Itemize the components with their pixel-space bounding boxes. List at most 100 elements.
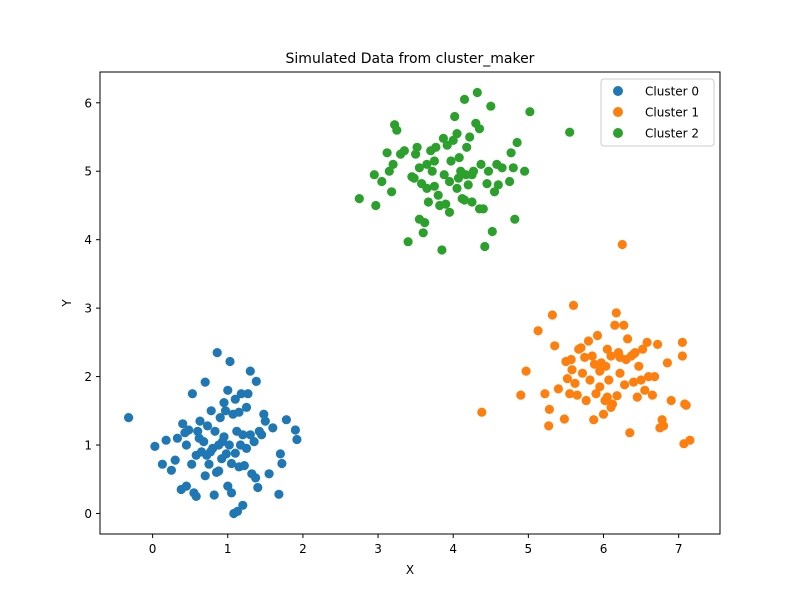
data-point xyxy=(206,406,216,416)
data-point xyxy=(226,488,237,498)
data-point xyxy=(478,204,488,214)
data-point xyxy=(187,389,197,399)
x-tick-label: 0 xyxy=(149,542,157,556)
data-point xyxy=(422,183,432,193)
legend-marker xyxy=(613,107,623,117)
data-point xyxy=(589,415,599,425)
data-point xyxy=(516,390,526,400)
data-point xyxy=(577,368,588,378)
data-point xyxy=(562,374,573,384)
data-point xyxy=(245,366,255,376)
data-point xyxy=(508,163,518,173)
data-point xyxy=(226,458,237,469)
data-point xyxy=(467,197,477,207)
data-point xyxy=(191,491,201,501)
data-point xyxy=(150,441,160,451)
data-point xyxy=(566,354,576,365)
data-point xyxy=(277,458,287,469)
data-point xyxy=(550,341,560,351)
data-point xyxy=(525,107,535,117)
data-point xyxy=(245,430,255,440)
data-point xyxy=(666,395,676,406)
data-point xyxy=(292,434,302,445)
data-point xyxy=(591,389,601,399)
data-point xyxy=(221,449,231,459)
x-tick-label: 6 xyxy=(600,542,608,556)
data-point xyxy=(474,124,485,134)
data-point xyxy=(553,384,564,394)
y-tick-label: 6 xyxy=(84,96,92,110)
data-point xyxy=(241,402,252,412)
data-point xyxy=(260,416,270,426)
data-point xyxy=(422,159,432,169)
data-point xyxy=(598,409,609,419)
data-point xyxy=(506,148,516,158)
data-point xyxy=(510,214,520,224)
data-point xyxy=(483,166,494,176)
data-point xyxy=(477,407,487,417)
data-point xyxy=(570,378,580,388)
data-point xyxy=(354,194,364,204)
x-tick-label: 5 xyxy=(525,542,533,556)
legend: Cluster 0 Cluster 1 Cluster 2 xyxy=(600,78,715,147)
y-tick-label: 5 xyxy=(84,165,92,179)
data-point xyxy=(232,506,243,516)
data-point xyxy=(209,490,219,500)
data-point xyxy=(444,176,455,187)
data-point xyxy=(184,425,194,435)
data-point xyxy=(439,170,449,180)
data-point xyxy=(257,430,267,440)
data-point xyxy=(446,156,456,166)
data-point xyxy=(157,459,167,469)
data-point xyxy=(392,125,402,135)
data-point xyxy=(581,395,591,406)
data-point xyxy=(214,466,224,476)
data-point xyxy=(238,430,248,440)
data-point xyxy=(429,156,439,166)
data-point xyxy=(520,166,530,176)
legend-label: Cluster 1 xyxy=(645,106,699,120)
data-point xyxy=(677,337,688,347)
data-point xyxy=(486,101,496,111)
legend-marker xyxy=(613,86,623,96)
data-point xyxy=(612,391,622,401)
data-point xyxy=(452,129,462,139)
data-point xyxy=(620,380,630,390)
data-point xyxy=(544,421,554,431)
data-point xyxy=(243,389,253,399)
data-point xyxy=(181,440,191,450)
data-point xyxy=(653,339,663,349)
data-point xyxy=(592,330,603,341)
data-point xyxy=(420,218,430,228)
data-point xyxy=(454,153,464,163)
data-point xyxy=(223,481,233,491)
data-point xyxy=(241,443,252,453)
data-point xyxy=(476,159,486,169)
data-point xyxy=(487,226,497,237)
data-point xyxy=(611,308,621,318)
data-point xyxy=(544,404,555,414)
data-point xyxy=(497,163,507,173)
x-tick-label: 3 xyxy=(374,542,382,556)
data-point xyxy=(418,228,428,238)
data-point xyxy=(200,471,210,481)
data-point xyxy=(452,183,462,193)
data-point xyxy=(253,482,263,493)
data-point xyxy=(632,392,642,402)
data-point xyxy=(437,245,447,255)
data-point xyxy=(625,428,635,438)
data-point xyxy=(636,375,646,385)
data-point xyxy=(438,133,448,143)
data-point xyxy=(677,351,688,361)
data-point xyxy=(617,239,627,250)
data-point xyxy=(212,348,222,358)
data-point xyxy=(585,375,595,385)
data-point xyxy=(629,377,639,387)
data-point xyxy=(619,320,629,330)
data-point xyxy=(251,376,261,386)
data-point xyxy=(223,385,233,395)
data-point xyxy=(465,132,475,142)
data-point xyxy=(615,352,625,362)
legend-box xyxy=(600,78,715,147)
data-point xyxy=(459,195,470,205)
